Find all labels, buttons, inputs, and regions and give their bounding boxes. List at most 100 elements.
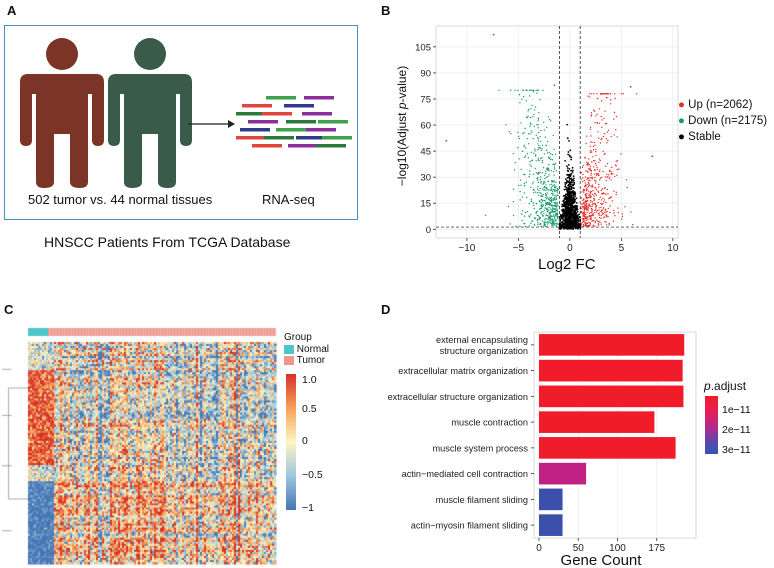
- volcano-point: [532, 116, 534, 118]
- volcano-point: [624, 206, 626, 208]
- volcano-point: [598, 137, 600, 139]
- volcano-point: [600, 202, 602, 205]
- volcano-point: [546, 214, 548, 216]
- volcano-point: [540, 223, 542, 225]
- volcano-point: [568, 193, 571, 196]
- volcano-point: [551, 204, 553, 206]
- volcano-point: [586, 170, 589, 172]
- volcano-point: [524, 173, 526, 176]
- volcano-point: [560, 215, 562, 218]
- volcano-point: [535, 211, 538, 213]
- volcano-point: [597, 223, 599, 225]
- volcano-point: [571, 171, 574, 173]
- volcano-point: [600, 214, 602, 217]
- volcano-point: [572, 221, 575, 224]
- volcano-plot: −10 −5 0 5 10 0 15 30 45 60 75 90 105: [415, 25, 679, 254]
- volcano-point: [538, 145, 540, 147]
- volcano-point: [613, 111, 616, 114]
- heatmap-group-normal: Normal: [284, 344, 329, 355]
- volcano-point: [532, 91, 535, 93]
- volcano-point: [532, 202, 534, 204]
- volcano-point: [598, 174, 600, 176]
- volcano-point: [524, 223, 526, 225]
- volcano-point: [603, 211, 606, 213]
- volcano-point: [570, 158, 572, 161]
- volcano-point: [566, 199, 569, 202]
- legend-down-dot: ●: [678, 115, 685, 127]
- volcano-point: [548, 170, 550, 172]
- volcano-point: [597, 201, 599, 204]
- volcano-point: [524, 211, 527, 214]
- volcano-point: [563, 197, 566, 200]
- volcano-point: [545, 202, 547, 204]
- volcano-point: [596, 113, 598, 116]
- volcano-point: [606, 173, 608, 176]
- volcano-point: [573, 216, 576, 219]
- volcano-point: [546, 192, 548, 194]
- volcano-y-tick: 90: [420, 68, 431, 79]
- volcano-point: [569, 174, 571, 177]
- volcano-point: [517, 89, 519, 92]
- volcano-point: [581, 222, 584, 224]
- volcano-point: [630, 211, 632, 213]
- volcano-point: [593, 93, 595, 95]
- volcano-point: [566, 177, 569, 179]
- volcano-point: [604, 187, 606, 190]
- volcano-point: [589, 179, 591, 182]
- volcano-x-tick: 5: [619, 243, 625, 254]
- volcano-point: [546, 167, 548, 170]
- volcano-point: [586, 161, 588, 164]
- volcano-point: [598, 183, 600, 186]
- volcano-point: [551, 210, 553, 212]
- volcano-point: [549, 212, 551, 214]
- volcano-point: [605, 224, 608, 226]
- volcano-point: [536, 136, 539, 139]
- volcano-point: [575, 202, 578, 204]
- volcano-point: [529, 160, 531, 163]
- volcano-point: [571, 209, 574, 212]
- enrichment-bar: [539, 334, 685, 356]
- bar-x-tick: 0: [536, 543, 542, 554]
- volcano-point: [546, 221, 548, 224]
- volcano-point: [548, 163, 550, 166]
- volcano-point: [616, 136, 618, 138]
- volcano-point: [571, 205, 574, 208]
- volcano-point: [554, 168, 556, 170]
- expression-heatmap: [2, 326, 280, 566]
- volcano-point: [609, 205, 611, 207]
- volcano-point: [544, 204, 547, 207]
- volcano-point: [539, 179, 542, 181]
- volcano-point: [587, 204, 589, 207]
- volcano-point: [594, 225, 596, 228]
- sequencing-read: [284, 104, 314, 108]
- volcano-point: [575, 209, 578, 211]
- volcano-point: [582, 173, 584, 176]
- volcano-point: [555, 170, 558, 172]
- volcano-point: [590, 211, 592, 214]
- volcano-point: [567, 216, 570, 219]
- volcano-point: [592, 185, 594, 188]
- sequencing-read: [262, 112, 292, 116]
- enrichment-bar: [539, 385, 684, 408]
- volcano-point: [609, 169, 611, 172]
- volcano-point: [598, 207, 600, 209]
- volcano-point: [547, 197, 549, 199]
- volcano-point: [591, 193, 594, 196]
- volcano-point: [603, 133, 606, 135]
- volcano-point: [599, 177, 602, 179]
- volcano-point: [598, 108, 601, 110]
- heatmap-scale-tick-neg0.5: −0.5: [302, 469, 323, 481]
- volcano-point: [606, 97, 608, 99]
- volcano-point: [592, 213, 594, 216]
- tumor-swatch: [284, 355, 294, 365]
- volcano-point: [542, 183, 544, 185]
- volcano-point: [595, 151, 597, 153]
- volcano-point: [565, 178, 567, 181]
- volcano-point: [599, 221, 601, 223]
- volcano-point: [532, 181, 534, 183]
- volcano-point: [591, 114, 593, 116]
- volcano-point: [552, 224, 554, 226]
- volcano-point: [527, 110, 529, 112]
- volcano-point: [567, 164, 570, 166]
- volcano-point: [613, 209, 615, 211]
